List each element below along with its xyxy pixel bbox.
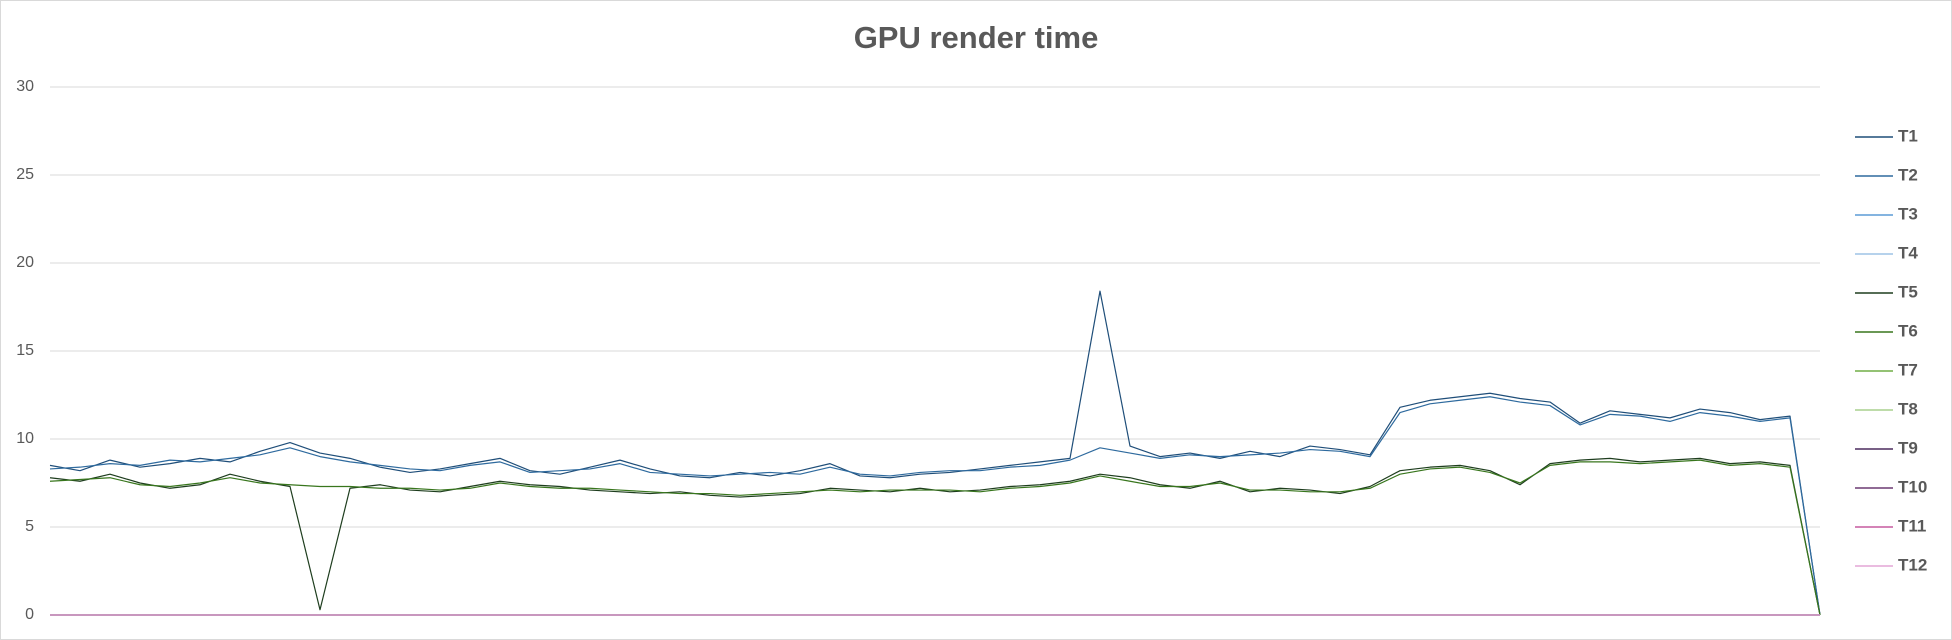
legend-label: T7 <box>1898 360 1918 379</box>
legend-label: T9 <box>1898 438 1918 457</box>
y-tick-label: 5 <box>25 518 34 535</box>
y-tick-label: 15 <box>16 342 34 359</box>
y-tick-label: 0 <box>25 606 34 623</box>
chart-title: GPU render time <box>854 20 1099 55</box>
y-tick-label: 20 <box>16 254 34 271</box>
y-tick-label: 30 <box>16 78 34 95</box>
legend-label: T3 <box>1898 204 1918 223</box>
legend-label: T6 <box>1898 321 1918 340</box>
y-tick-label: 10 <box>16 430 34 447</box>
legend-label: T4 <box>1898 243 1918 262</box>
series-line <box>49 396 1821 616</box>
legend-label: T10 <box>1898 477 1927 496</box>
legend-label: T11 <box>1898 516 1926 535</box>
legend-label: T8 <box>1898 399 1918 418</box>
legend-label: T12 <box>1898 555 1927 574</box>
y-tick-label: 25 <box>16 166 34 183</box>
series-line <box>49 290 1821 616</box>
legend-label: T2 <box>1898 165 1918 184</box>
legend-label: T5 <box>1898 282 1918 301</box>
legend-label: T1 <box>1898 126 1918 145</box>
series-line <box>49 459 1821 616</box>
